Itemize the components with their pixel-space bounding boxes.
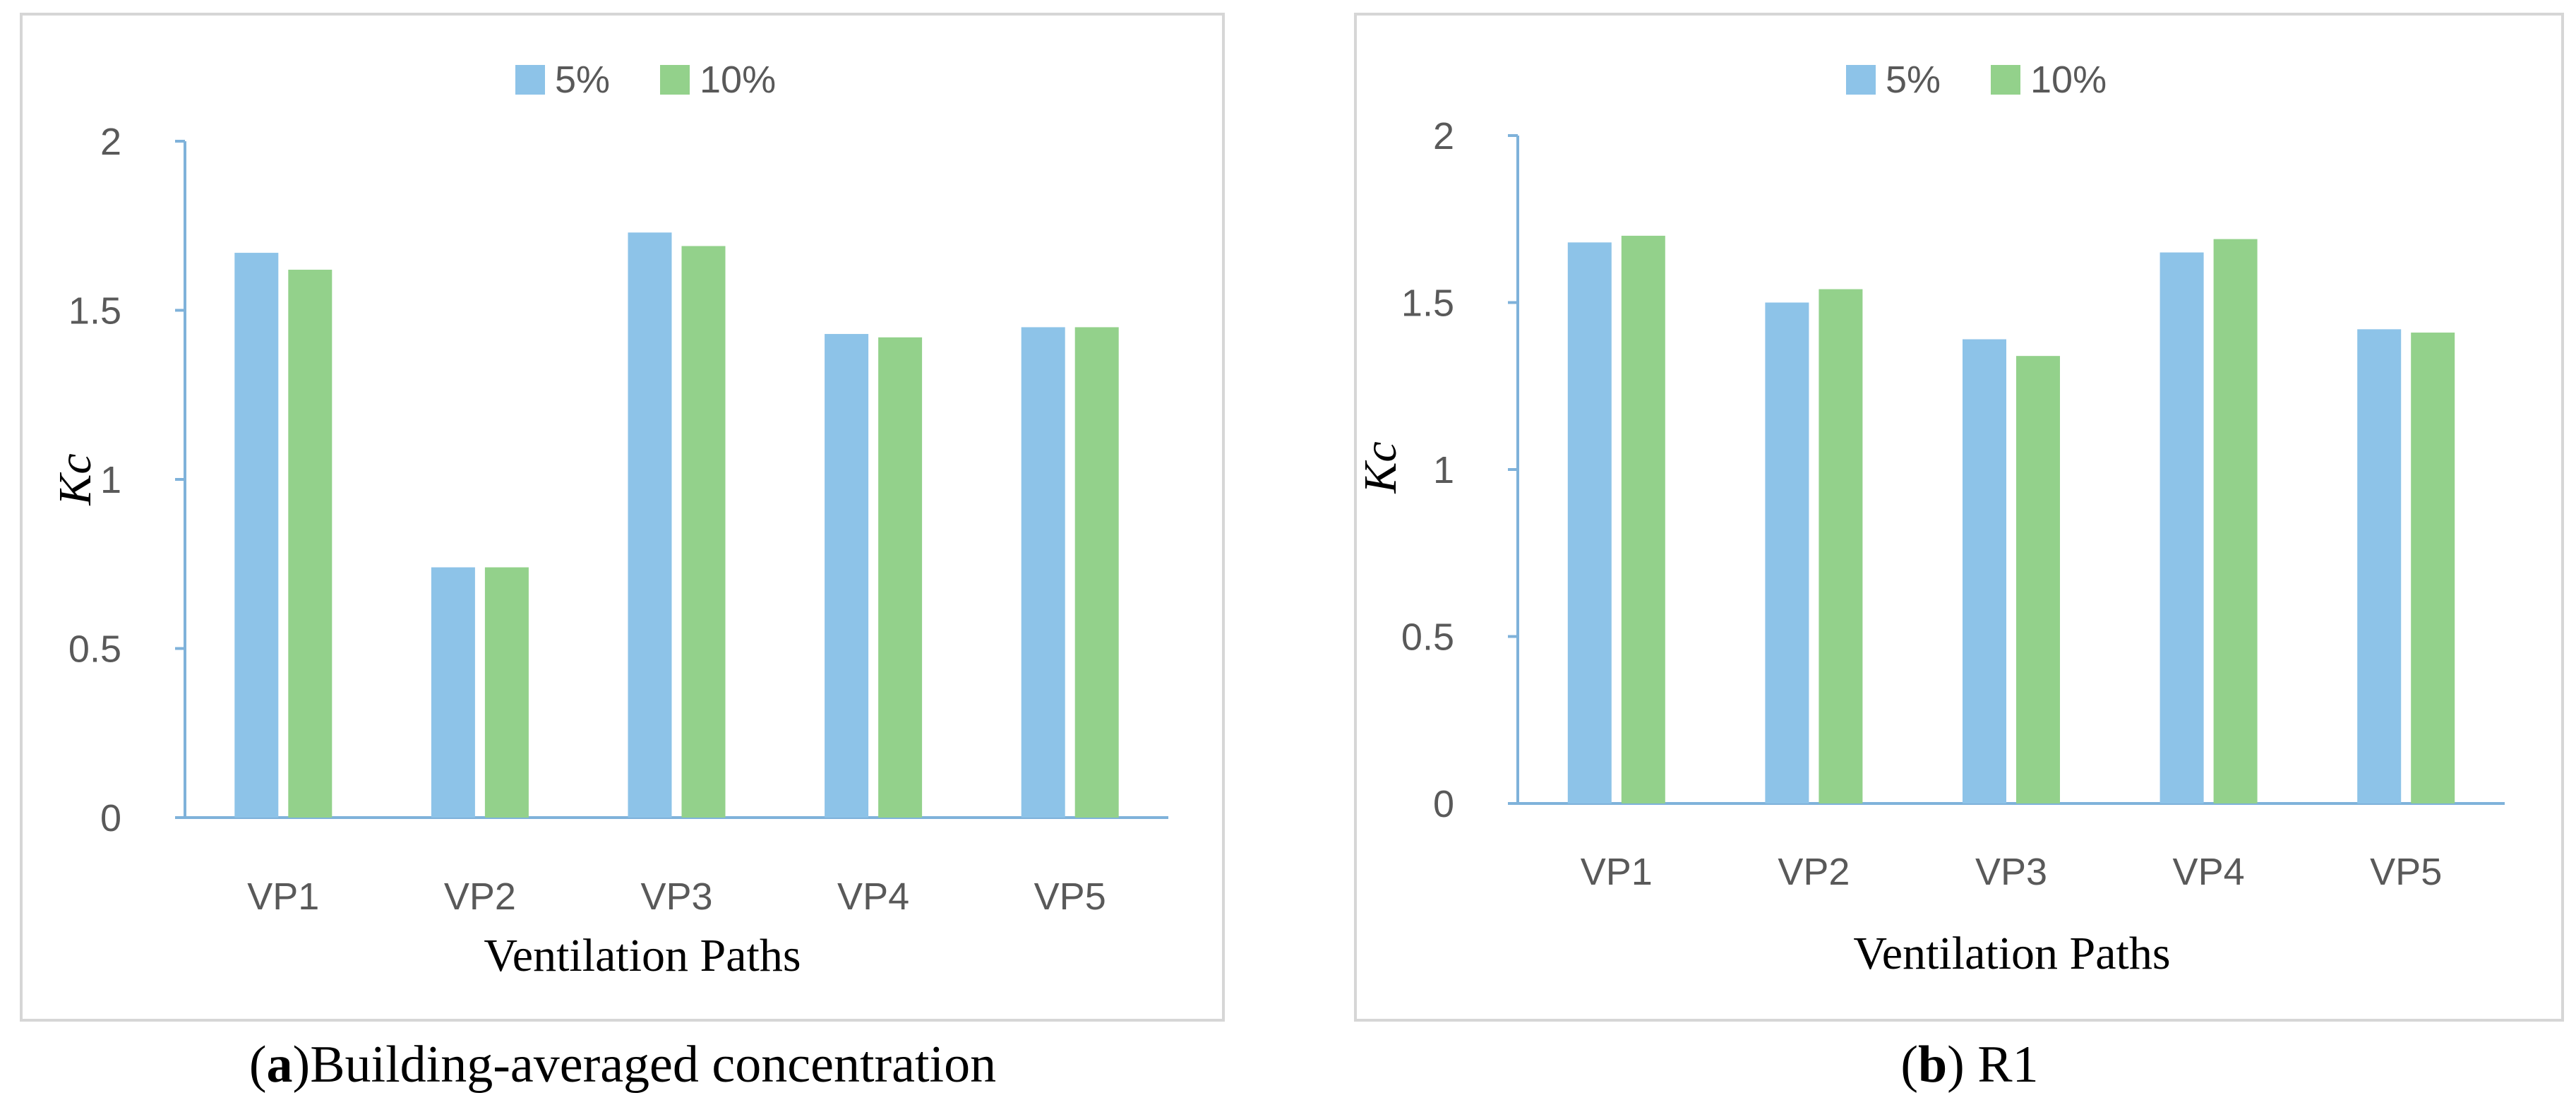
x-tick-label: VP5 xyxy=(1034,875,1106,918)
legend-swatch-5-b xyxy=(1846,65,1876,95)
x-tick-labels-b: VP1 VP2 VP3 VP4 VP5 xyxy=(1581,851,2442,893)
bar-vp5-5pct xyxy=(1021,327,1065,818)
x-axis-title-b: Ventilation Paths xyxy=(1853,928,2170,979)
y-tick-label: 0 xyxy=(100,797,121,839)
y-tick-label: 1.5 xyxy=(68,290,121,333)
bar-vp1-5pct xyxy=(1567,242,1612,803)
bars-b xyxy=(1567,235,2455,804)
bars-a xyxy=(234,232,1119,818)
caption-b-close-paren: ) xyxy=(1947,1036,1977,1094)
caption-b-open-paren: ( xyxy=(1900,1036,1918,1094)
chart-panel-b: 5% 10% 0 0.5 1 1.5 2 VP1 VP2 VP3 VP4 VP5 Kc Vent… xyxy=(1354,13,2564,1022)
caption-b-text: R1 xyxy=(1977,1036,2038,1094)
x-tick-label: VP5 xyxy=(2370,851,2442,893)
x-axis-title-a: Ventilation Paths xyxy=(484,930,801,981)
y-tick-label: 2 xyxy=(100,121,121,163)
legend-swatch-10-a xyxy=(660,65,690,95)
x-tick-labels-a: VP1 VP2 VP3 VP4 VP5 xyxy=(247,875,1106,918)
chart-panel-a: 5% 10% 0 0.5 1 1.5 2 VP1 VP2 VP3 VP4 VP5 Kc Vent… xyxy=(20,13,1225,1022)
bar-vp2-5pct xyxy=(431,567,475,818)
y-tick-label: 0.5 xyxy=(68,628,121,671)
legend-swatch-10-b xyxy=(1991,65,2020,95)
y-tick-label: 2 xyxy=(1433,115,1454,157)
bar-vp1-5pct xyxy=(234,253,279,818)
x-tick-label: VP3 xyxy=(1975,851,2047,893)
legend-swatch-5-a xyxy=(515,65,545,95)
x-tick-label: VP2 xyxy=(1778,851,1850,893)
y-tick-label: 0.5 xyxy=(1401,616,1454,659)
y-ticks-b: 0 0.5 1 1.5 2 xyxy=(1401,115,1518,825)
y-ticks-a: 0 0.5 1 1.5 2 xyxy=(68,121,185,839)
legend-label-5-a: 5% xyxy=(555,59,610,101)
bar-vp3-10pct xyxy=(681,246,726,818)
legend-b: 5% 10% xyxy=(1846,59,2107,101)
bar-vp5-5pct xyxy=(2357,329,2402,804)
bar-vp5-10pct xyxy=(1074,327,1119,818)
caption-a-close-paren: ) xyxy=(293,1036,311,1094)
bar-vp3-5pct xyxy=(1963,339,2006,803)
legend-a: 5% 10% xyxy=(515,59,776,101)
y-tick-label: 1 xyxy=(1433,449,1454,491)
x-tick-label: VP4 xyxy=(2173,851,2245,893)
y-tick-label: 0 xyxy=(1433,783,1454,825)
bar-vp2-5pct xyxy=(1765,302,1809,803)
caption-a-text: Building-averaged concentration xyxy=(310,1036,996,1094)
x-tick-label: VP3 xyxy=(640,875,712,918)
bar-vp5-10pct xyxy=(2411,333,2455,803)
bar-vp4-10pct xyxy=(878,337,923,818)
x-tick-label: VP4 xyxy=(837,875,909,918)
bar-vp2-10pct xyxy=(484,567,529,818)
bar-vp3-5pct xyxy=(628,232,672,818)
bar-vp1-10pct xyxy=(1621,235,1665,803)
x-tick-label: VP2 xyxy=(444,875,516,918)
y-tick-label: 1 xyxy=(100,459,121,501)
y-axis-title-a: Kc xyxy=(49,453,101,506)
caption-a-open-paren: ( xyxy=(249,1036,267,1094)
bar-vp4-5pct xyxy=(825,334,869,818)
bar-vp4-5pct xyxy=(2159,252,2204,803)
legend-label-5-b: 5% xyxy=(1886,59,1941,101)
bar-vp2-10pct xyxy=(1819,289,1863,804)
y-axis-title-b: Kc xyxy=(1355,441,1406,494)
caption-b-panel-label: b xyxy=(1918,1036,1947,1094)
caption-a: (a)Building-averaged concentration xyxy=(249,1036,996,1094)
x-tick-label: VP1 xyxy=(1581,851,1653,893)
legend-label-10-a: 10% xyxy=(700,59,776,101)
caption-b: (b) R1 xyxy=(1900,1036,2038,1094)
bar-vp4-10pct xyxy=(2213,239,2258,803)
bar-vp3-10pct xyxy=(2016,356,2060,803)
y-tick-label: 1.5 xyxy=(1401,282,1454,325)
bar-vp1-10pct xyxy=(288,270,333,818)
caption-a-panel-label: a xyxy=(267,1036,293,1094)
legend-label-10-b: 10% xyxy=(2030,59,2107,101)
x-tick-label: VP1 xyxy=(247,875,319,918)
